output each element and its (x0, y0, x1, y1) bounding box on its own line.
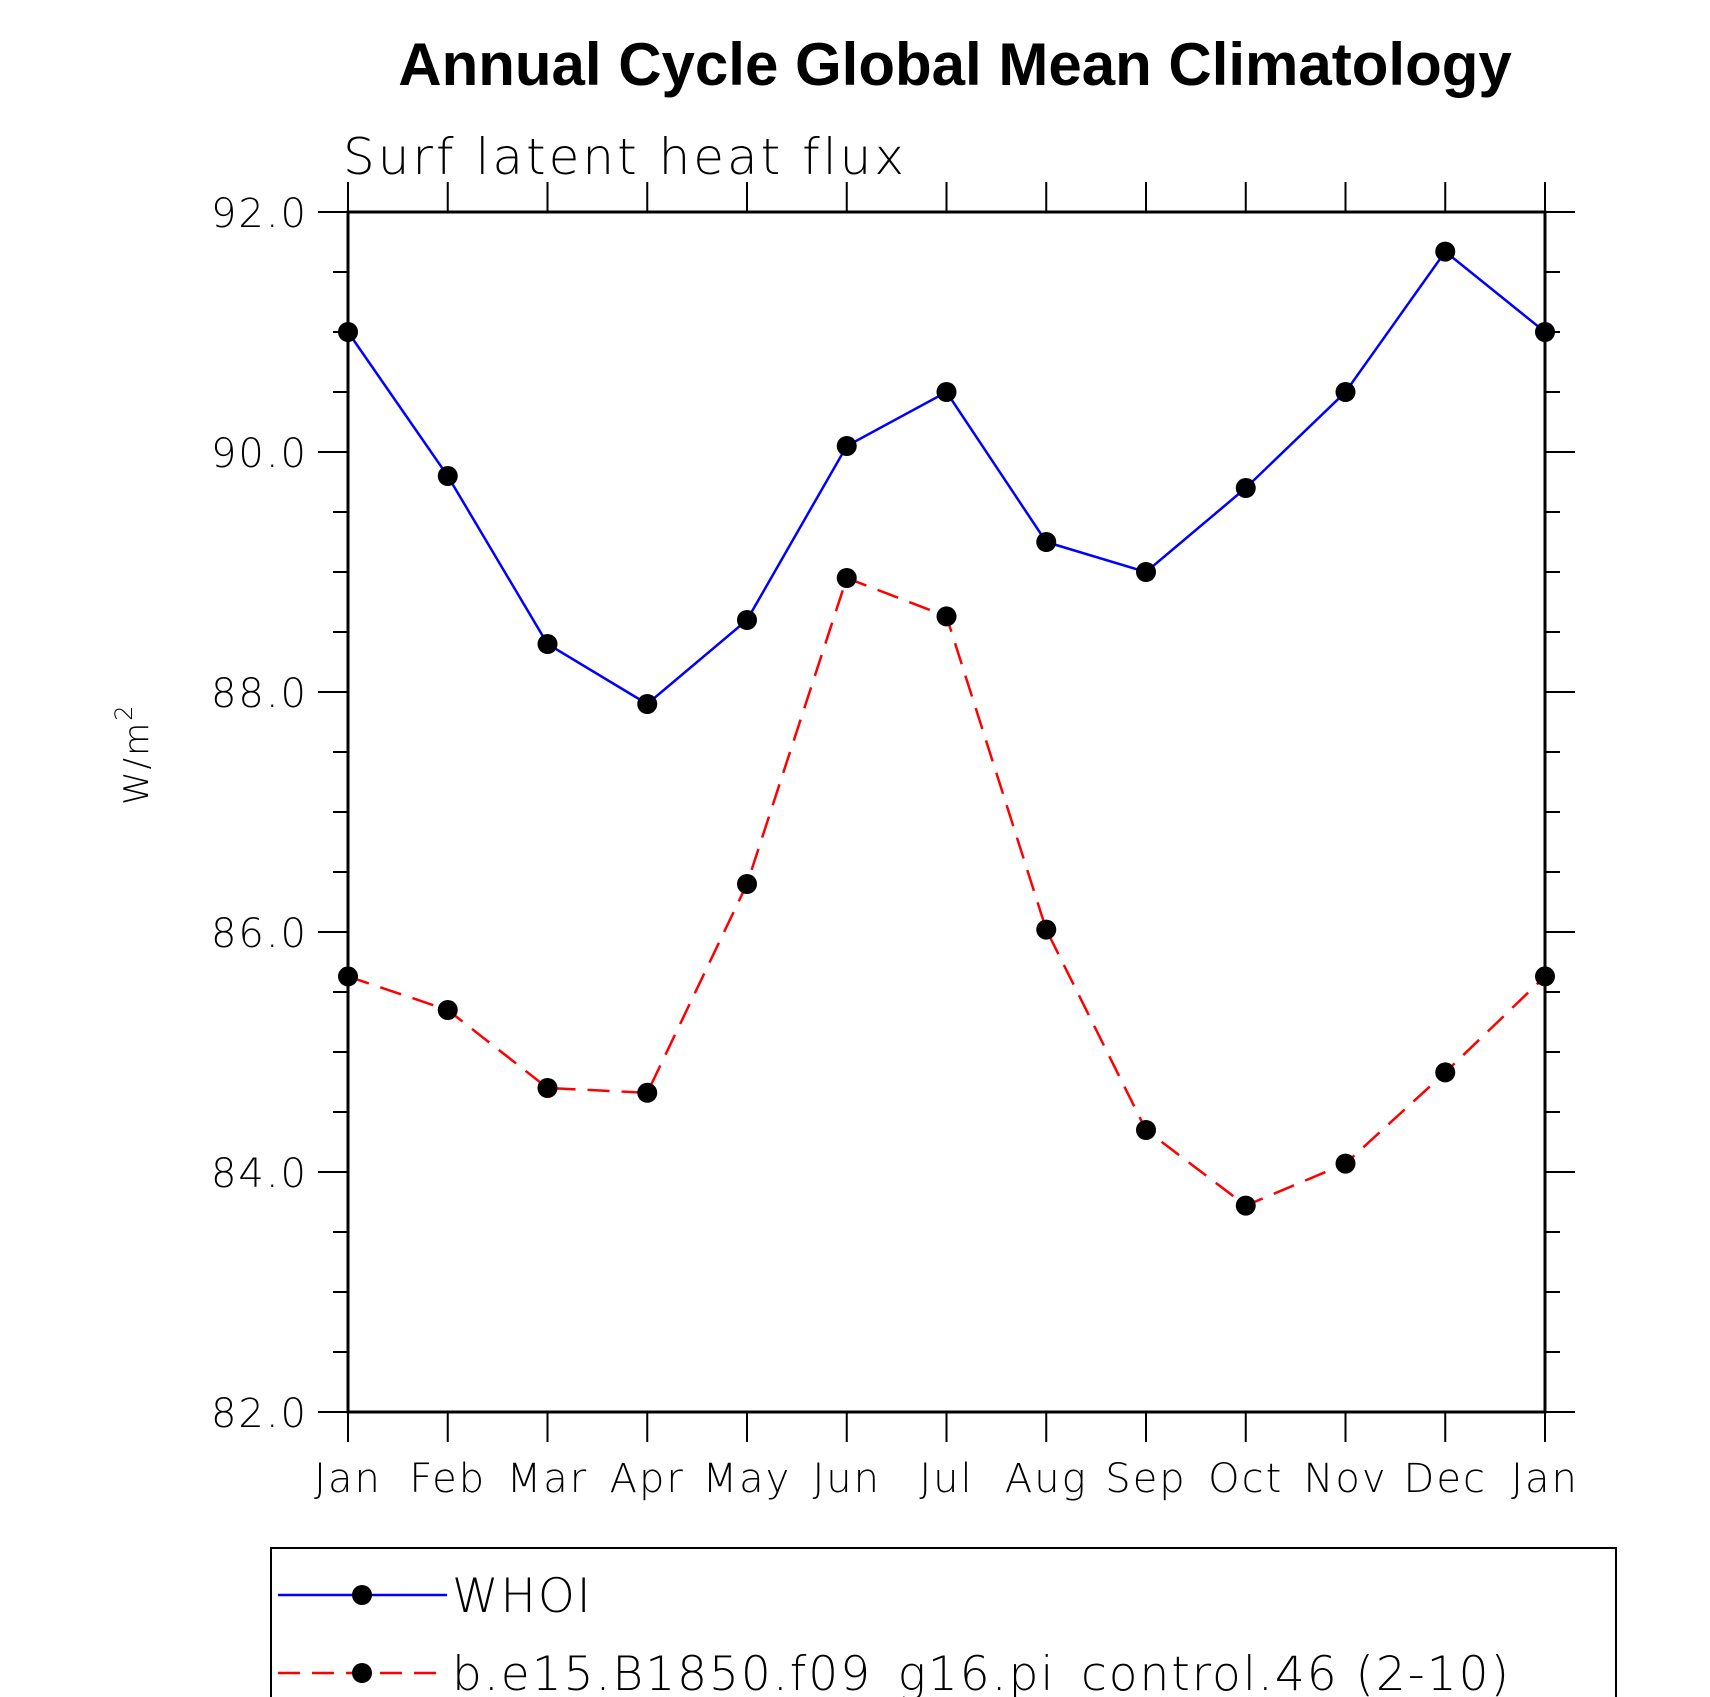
y-tick-label: 84.0 (211, 1151, 308, 1197)
x-tick-label: Nov (1303, 1456, 1387, 1502)
x-tick-label: Sep (1105, 1456, 1186, 1502)
series-0-point (1235, 478, 1256, 498)
x-tick-label: Oct (1208, 1456, 1283, 1502)
series-1-point (1235, 1195, 1256, 1216)
x-tick-label: Mar (507, 1456, 588, 1502)
series-1-point (1036, 919, 1057, 940)
chart-subtitle: Surf latent heat flux (343, 128, 907, 186)
series-0-point (338, 322, 358, 342)
y-tick-label: 90.0 (211, 431, 308, 477)
legend: WHOI b.e15.B1850.f09_g16.pi_control.46 (2… (270, 1547, 1617, 1697)
series-1-point (437, 1000, 458, 1020)
series-line-0 (346, 249, 1546, 706)
y-axis-label-superscript: 2 (110, 704, 138, 721)
x-tick-label: Apr (610, 1456, 685, 1502)
series-0-point (637, 694, 658, 714)
series-0-point (836, 436, 857, 456)
x-tick-label: Jul (919, 1456, 973, 1502)
series-1-point (1335, 1153, 1356, 1174)
legend-label: b.e15.B1850.f09_g16.pi_control.46 (2-10) (452, 1647, 1511, 1697)
series-0-point (737, 610, 757, 630)
series-0-point (1036, 532, 1057, 552)
legend-swatch-marker (352, 1585, 372, 1605)
x-tick-label: Dec (1404, 1456, 1487, 1502)
x-tick-label: Jun (813, 1456, 882, 1502)
series-line-1 (347, 576, 1546, 1208)
series-0-point (437, 466, 458, 486)
series-0-point (537, 634, 558, 654)
x-tick-label: Jan (1511, 1456, 1579, 1502)
series-1-point (1435, 1062, 1456, 1083)
series-0-point (1335, 382, 1356, 402)
series-1-point (936, 606, 957, 627)
series-0-point (1435, 241, 1456, 262)
y-tick-label: 82.0 (211, 1391, 308, 1437)
x-tick-label: May (703, 1456, 792, 1502)
legend-swatch-marker (352, 1663, 372, 1683)
series-1-point (836, 568, 857, 588)
x-tick-label: Feb (409, 1456, 486, 1502)
chart-title: Annual Cycle Global Mean Climatology (398, 31, 1512, 98)
series-0-point (1136, 562, 1156, 582)
series-1-point (537, 1078, 558, 1098)
legend-box (270, 1547, 1617, 1697)
series-1-point (637, 1082, 658, 1103)
plot-area (338, 241, 1555, 1216)
series-0-point (936, 382, 957, 402)
series-1-point (1136, 1120, 1156, 1140)
y-tick-label: 86.0 (211, 911, 308, 957)
series-1-point (737, 874, 757, 894)
axes: 82.0 84.0 86.0 88.0 90.0 92.0 Jan Feb Mar Apr May J… (211, 182, 1579, 1502)
series-1-point (338, 966, 358, 987)
series-0-point (1535, 322, 1555, 342)
y-tick-label: 92.0 (211, 191, 308, 237)
legend-label: WHOI (452, 1569, 593, 1624)
series-1-point (1535, 966, 1555, 987)
legend-entries: WHOI b.e15.B1850.f09_g16.pi_control.46 (2… (278, 1569, 1511, 1697)
x-tick-label: Aug (1005, 1456, 1088, 1502)
x-tick-label: Jan (314, 1456, 382, 1502)
y-axis-label-text: W/m (117, 721, 157, 805)
y-tick-label: 88.0 (211, 671, 308, 717)
y-axis-label: W/m2 (110, 704, 157, 805)
